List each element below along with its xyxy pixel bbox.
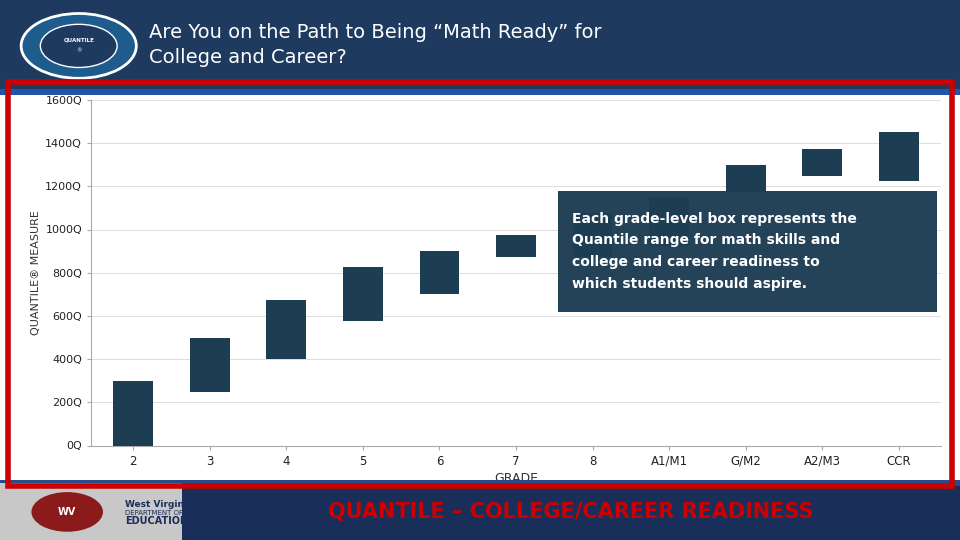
- Bar: [0, 480, 960, 486]
- Circle shape: [21, 14, 136, 78]
- Bar: [113, 381, 154, 446]
- Bar: [0, 89, 960, 94]
- Circle shape: [40, 24, 117, 68]
- X-axis label: GRADE: GRADE: [494, 472, 538, 485]
- Text: QUANTILE: QUANTILE: [63, 38, 94, 43]
- Bar: [0, 0, 960, 89]
- Bar: [572, 213, 612, 256]
- Text: West Virginia: West Virginia: [125, 501, 193, 509]
- Circle shape: [31, 491, 104, 532]
- Bar: [803, 148, 842, 176]
- Bar: [558, 191, 937, 312]
- Bar: [343, 267, 383, 321]
- Bar: [496, 235, 536, 256]
- Text: WV: WV: [58, 507, 77, 517]
- Text: Each grade-level box represents the
Quantile range for math skills and
college a: Each grade-level box represents the Quan…: [572, 212, 856, 291]
- Bar: [420, 251, 459, 294]
- Text: QUANTILE – COLLEGE/CAREER READINESS: QUANTILE – COLLEGE/CAREER READINESS: [328, 502, 814, 522]
- Bar: [649, 197, 689, 246]
- Bar: [267, 300, 306, 359]
- Text: EDUCATION: EDUCATION: [125, 516, 188, 526]
- Text: ®: ®: [76, 49, 82, 54]
- Text: Are You on the Path to Being “Math Ready” for
College and Career?: Are You on the Path to Being “Math Ready…: [149, 23, 601, 67]
- Y-axis label: QUANTILE® MEASURE: QUANTILE® MEASURE: [31, 210, 41, 335]
- Text: DEPARTMENT OF: DEPARTMENT OF: [125, 510, 182, 516]
- Bar: [0, 483, 960, 540]
- Bar: [0, 483, 182, 540]
- Bar: [878, 132, 919, 181]
- Bar: [726, 165, 765, 192]
- Bar: [190, 338, 229, 392]
